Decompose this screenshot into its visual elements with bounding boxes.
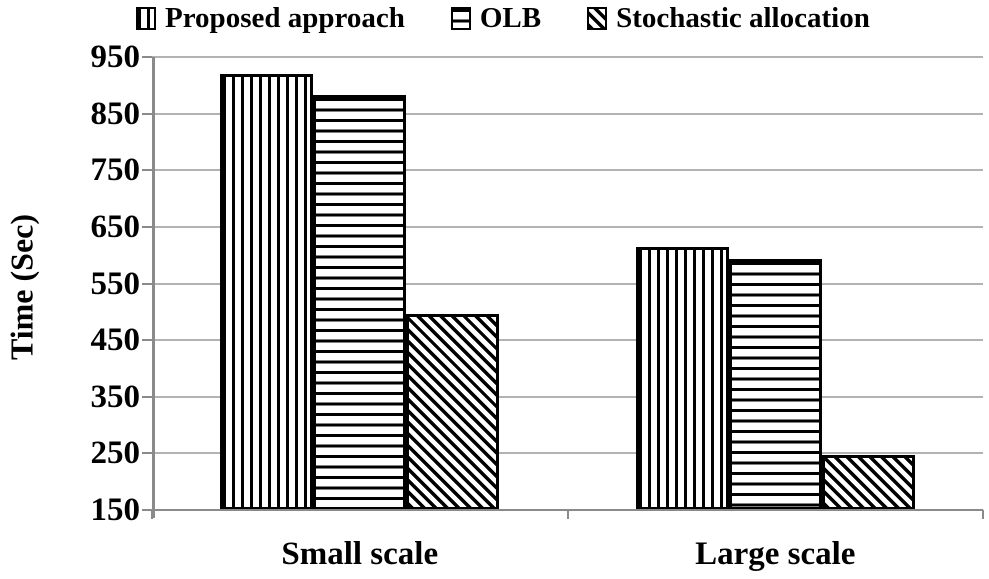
- bar-vertical-stripes: [220, 73, 314, 510]
- legend-label: OLB: [479, 2, 542, 34]
- bar-horizontal-stripes: [728, 258, 822, 510]
- y-tick-mark: [142, 56, 152, 58]
- legend-item: Proposed approach: [136, 2, 405, 34]
- gridline: [152, 56, 983, 58]
- y-tick-label: 250: [90, 435, 141, 472]
- y-tick-label: 850: [90, 95, 141, 132]
- y-tick-mark: [142, 509, 152, 511]
- gridline: [152, 225, 983, 228]
- y-tick-mark: [142, 395, 152, 398]
- gridline: [152, 452, 983, 455]
- legend-swatch-vertical-stripes-icon: [136, 6, 156, 30]
- y-tick-label: 550: [90, 265, 141, 302]
- y-tick-label: 950: [90, 39, 141, 75]
- legend-label: Stochastic allocation: [616, 2, 870, 34]
- y-tick-label: 750: [90, 152, 141, 189]
- gridline: [152, 282, 983, 285]
- y-tick-label: 450: [90, 322, 141, 359]
- y-tick-mark: [142, 339, 152, 342]
- y-tick-label: 150: [90, 492, 141, 528]
- bar-vertical-stripes: [635, 247, 729, 510]
- y-tick-label: 650: [90, 208, 141, 245]
- legend-item: OLB: [450, 2, 542, 34]
- gridline: [152, 112, 983, 115]
- legend-swatch-diagonal-stripes-icon: [587, 6, 608, 30]
- y-tick-mark: [142, 112, 152, 115]
- y-tick-mark: [142, 225, 152, 228]
- x-tick-mark: [151, 510, 153, 519]
- y-tick-mark: [142, 452, 152, 455]
- plot-area: [142, 56, 984, 519]
- x-tick-mark: [982, 510, 984, 519]
- gridline: [152, 339, 983, 342]
- chart-legend: Proposed approach OLB Stochastic allocatio…: [136, 1, 870, 35]
- y-tick-label: 350: [90, 378, 141, 415]
- legend-label: Proposed approach: [165, 2, 405, 34]
- legend-item: Stochastic allocation: [587, 2, 870, 34]
- legend-swatch-horizontal-stripes-icon: [450, 6, 471, 30]
- x-tick-mark: [566, 510, 569, 519]
- gridline: [152, 395, 983, 398]
- x-category-label: Small scale: [281, 536, 439, 572]
- bar-diagonal-stripes: [406, 313, 500, 510]
- y-tick-mark: [142, 282, 152, 285]
- x-category-label: Large scale: [695, 536, 856, 572]
- y-tick-mark: [142, 169, 152, 172]
- bar-diagonal-stripes: [821, 455, 915, 510]
- bar-horizontal-stripes: [313, 94, 407, 510]
- y-axis-line: [152, 57, 155, 518]
- gridline: [152, 169, 983, 172]
